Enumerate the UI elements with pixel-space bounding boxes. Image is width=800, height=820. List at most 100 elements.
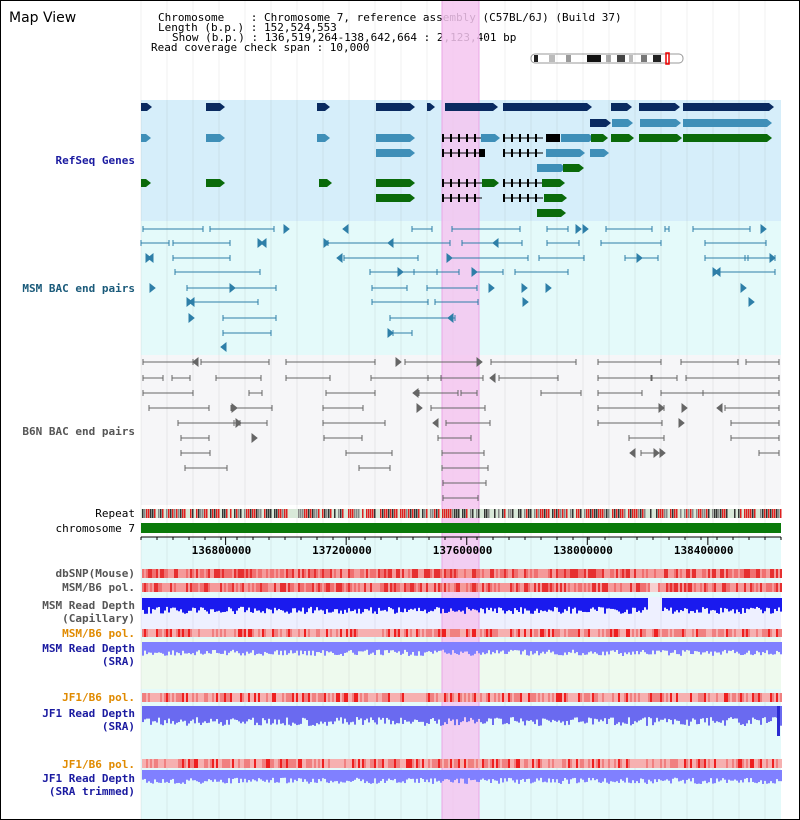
msm-sra-depth-bar	[236, 642, 238, 652]
dbsnp-cell	[504, 569, 506, 578]
jf1-trimmed-depth-bar	[562, 770, 564, 781]
jf1-pol-trimmed-cell	[162, 759, 164, 768]
gene-strand-arrow	[561, 209, 566, 217]
jf1-pol-cell	[174, 693, 176, 702]
jf1-pol-cell	[380, 693, 382, 702]
msm-capillary-depth-bar	[566, 598, 568, 611]
dbsnp-cell	[620, 569, 622, 578]
jf1-pol-trimmed-cell	[194, 759, 196, 768]
jf1-pol-cell	[310, 693, 312, 702]
msm-sra-depth-bar	[694, 642, 696, 652]
msm-pol-sra-cell	[198, 629, 200, 637]
jf1-pol-trimmed-cell	[232, 759, 234, 768]
jf1-sra-depth-bar	[734, 706, 736, 719]
msm-sra-depth-bar	[470, 642, 472, 656]
dbsnp-cell	[276, 569, 278, 578]
msm-bac-end	[323, 237, 330, 249]
jf1-pol-cell	[644, 693, 646, 702]
msm-pol-cell	[452, 583, 454, 592]
msm-capillary-depth-bar	[418, 598, 420, 608]
dbsnp-cell	[766, 569, 768, 578]
msm-depth-sra-label[interactable]: MSM Read Depth (SRA)	[42, 642, 135, 668]
jf1-pol-trimmed-cell	[500, 759, 502, 768]
msm-pol-sra-cell	[410, 629, 412, 637]
msm-sra-depth-bar	[572, 642, 574, 650]
repeat-track-label[interactable]: Repeat	[95, 507, 135, 520]
dbsnp-cell	[578, 569, 580, 578]
msm-pol-sra-cell	[510, 629, 512, 637]
jf1-pol-trimmed-cell	[288, 759, 290, 768]
b6n-bac-track-label[interactable]: B6N BAC end pairs	[22, 425, 135, 438]
msm-capillary-depth-bar	[212, 598, 214, 610]
gene-strand-arrow	[220, 103, 225, 111]
jf1-trimmed-depth-bar	[634, 770, 636, 784]
msm-pol-sra-cell	[156, 629, 158, 637]
jf1-sra-depth-bar	[142, 706, 144, 723]
jf1-pol-label[interactable]: JF1/B6 pol.	[62, 691, 135, 704]
jf1-pol-trimmed-label[interactable]: JF1/B6 pol.	[62, 758, 135, 771]
gene-strand-arrow	[562, 194, 567, 202]
msm-capillary-depth-bar	[754, 598, 756, 609]
dbsnp-track-label[interactable]: dbSNP(Mouse)	[55, 567, 135, 580]
jf1-trimmed-depth-bar	[540, 770, 542, 778]
msm-sra-depth-bar	[492, 642, 494, 652]
dbsnp-cell	[464, 569, 466, 578]
repeat-element	[692, 509, 694, 518]
msm-capillary-depth-bar	[548, 598, 550, 610]
jf1-trimmed-depth-bar	[700, 770, 702, 784]
jf1-pol-cell	[222, 693, 224, 702]
msm-capillary-depth-bar	[462, 598, 464, 611]
dbsnp-cell	[218, 569, 220, 578]
msm-pol-sra-label[interactable]: MSM/B6 pol.	[62, 627, 135, 640]
gene-exon	[450, 149, 452, 157]
gene-feature	[537, 209, 561, 217]
msm-capillary-depth-bar	[380, 598, 382, 611]
msm-pol-cell	[536, 583, 538, 592]
msm-pol-sra-cell	[568, 629, 570, 637]
jf1-pol-trimmed-cell	[706, 759, 708, 768]
jf1-depth-sra-label[interactable]: JF1 Read Depth (SRA)	[42, 707, 135, 733]
dbsnp-cell	[738, 569, 740, 578]
dbsnp-cell	[386, 569, 388, 578]
refseq-gene	[503, 103, 587, 111]
jf1-sra-depth-bar	[532, 706, 534, 722]
jf1-pol-cell	[578, 693, 580, 702]
jf1-pol-trimmed-cell	[198, 759, 200, 768]
jf1-sra-depth-bar	[434, 706, 436, 721]
repeat-element	[266, 509, 268, 518]
repeat-element	[716, 509, 718, 518]
jf1-trimmed-depth-bar	[766, 770, 768, 784]
jf1-pol-trimmed-cell	[164, 759, 166, 768]
msm-sra-depth-bar	[666, 642, 668, 651]
jf1-sra-depth-bar	[268, 706, 270, 719]
repeat-element	[444, 509, 446, 518]
msm-capillary-depth-bar	[250, 598, 252, 613]
msm-pol-cell	[300, 583, 302, 592]
jf1-sra-depth-bar	[200, 706, 202, 725]
jf1-sra-depth-bar	[596, 706, 598, 720]
jf1-pol-cell	[454, 693, 456, 702]
jf1-pol-cell	[300, 693, 302, 702]
msm-pol-cell	[600, 583, 602, 592]
msm-capillary-depth-bar	[416, 598, 418, 612]
repeat-element	[276, 509, 278, 518]
msm-capillary-depth-bar	[320, 598, 322, 610]
msm-pol-sra-cell	[636, 629, 638, 637]
jf1-depth-trimmed-label[interactable]: JF1 Read Depth (SRA trimmed)	[42, 772, 135, 798]
gene-strand-arrow	[676, 119, 681, 127]
msm-pol-sra-cell	[704, 629, 706, 637]
msm-depth-capillary-label[interactable]: MSM Read Depth (Capillary)	[42, 599, 135, 625]
msm-capillary-depth-bar	[344, 598, 346, 610]
msm-capillary-depth-bar	[366, 598, 368, 610]
msm-bac-track-label[interactable]: MSM BAC end pairs	[22, 282, 135, 295]
msm-pol-sra-cell	[208, 629, 210, 637]
jf1-pol-cell	[268, 693, 270, 702]
msm-pol-cell	[344, 583, 346, 592]
msm-sra-depth-bar	[256, 642, 258, 654]
msm-capillary-depth-bar	[762, 598, 764, 614]
refseq-track-label[interactable]: RefSeq Genes	[55, 154, 135, 167]
msm-pol-track-label[interactable]: MSM/B6 pol.	[62, 581, 135, 594]
jf1-sra-depth-bar	[400, 706, 402, 718]
